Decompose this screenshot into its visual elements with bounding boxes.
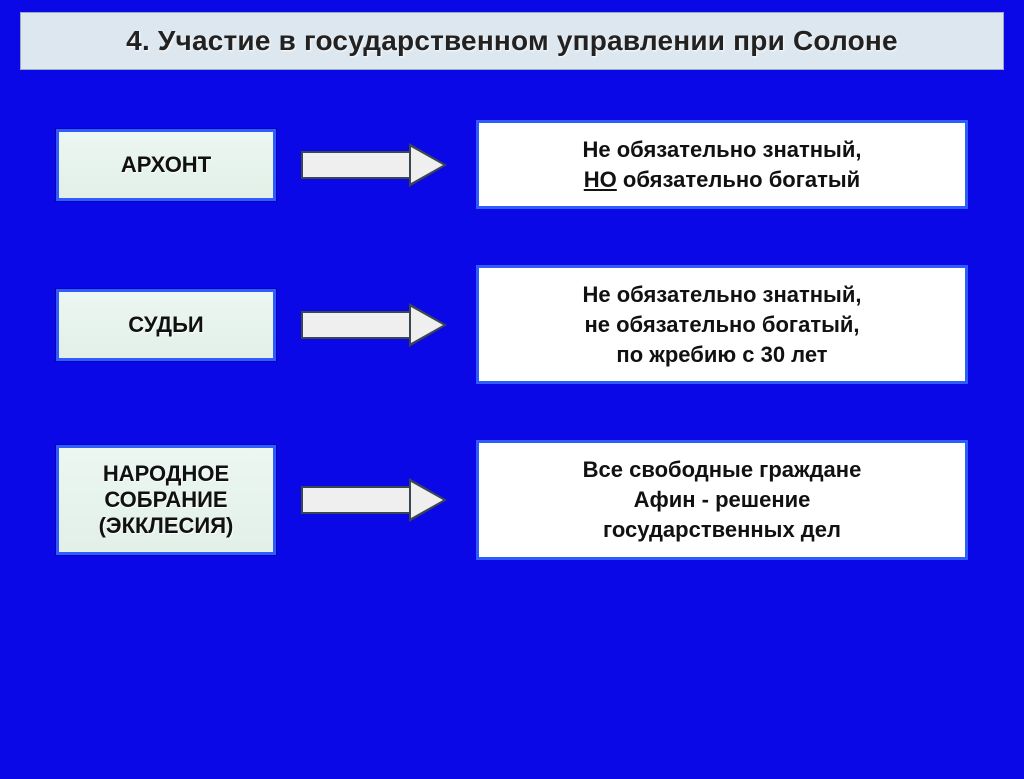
right-text: Не обязательно знатный, НО обязательно б… bbox=[583, 135, 862, 194]
arrow-wrap bbox=[276, 305, 476, 345]
title-bar: 4. Участие в государственном управлении … bbox=[20, 12, 1004, 70]
left-box-assembly: НАРОДНОЕ СОБРАНИЕ (ЭККЛЕСИЯ) bbox=[56, 445, 276, 555]
right-box-archon: Не обязательно знатный, НО обязательно б… bbox=[476, 120, 968, 209]
text-line: СОБРАНИЕ bbox=[104, 487, 227, 512]
right-box-assembly: Все свободные граждане Афин - решение го… bbox=[476, 440, 968, 559]
text-line: по жребию с 30 лет bbox=[616, 342, 827, 367]
slide-title: 4. Участие в государственном управлении … bbox=[39, 25, 985, 57]
text-line: государственных дел bbox=[603, 517, 841, 542]
text-underlined: НО bbox=[584, 167, 617, 192]
text-line: не обязательно богатый, bbox=[584, 312, 859, 337]
left-box-archon: АРХОНТ bbox=[56, 129, 276, 201]
left-box-judges: СУДЬИ bbox=[56, 289, 276, 361]
text-line: Все свободные граждане bbox=[583, 457, 862, 482]
right-text: Не обязательно знатный, не обязательно б… bbox=[583, 280, 862, 369]
arrow-icon bbox=[301, 480, 451, 520]
arrow-icon bbox=[301, 145, 451, 185]
row-archon: АРХОНТ Не обязательно знатный, НО обязат… bbox=[56, 120, 968, 209]
left-label: НАРОДНОЕ СОБРАНИЕ (ЭККЛЕСИЯ) bbox=[99, 461, 234, 539]
left-label: СУДЬИ bbox=[128, 312, 203, 338]
row-judges: СУДЬИ Не обязательно знатный, не обязате… bbox=[56, 265, 968, 384]
text-line: НАРОДНОЕ bbox=[103, 461, 229, 486]
text-line: обязательно богатый bbox=[617, 167, 860, 192]
text-line: Не обязательно знатный, bbox=[583, 137, 862, 162]
text-line: Афин - решение bbox=[634, 487, 811, 512]
left-label: АРХОНТ bbox=[121, 152, 211, 178]
arrow-wrap bbox=[276, 145, 476, 185]
arrow-wrap bbox=[276, 480, 476, 520]
right-text: Все свободные граждане Афин - решение го… bbox=[583, 455, 862, 544]
text-line: Не обязательно знатный, bbox=[583, 282, 862, 307]
text-line: (ЭККЛЕСИЯ) bbox=[99, 513, 234, 538]
arrow-icon bbox=[301, 305, 451, 345]
right-box-judges: Не обязательно знатный, не обязательно б… bbox=[476, 265, 968, 384]
row-assembly: НАРОДНОЕ СОБРАНИЕ (ЭККЛЕСИЯ) Все свободн… bbox=[56, 440, 968, 559]
diagram-content: АРХОНТ Не обязательно знатный, НО обязат… bbox=[0, 70, 1024, 636]
